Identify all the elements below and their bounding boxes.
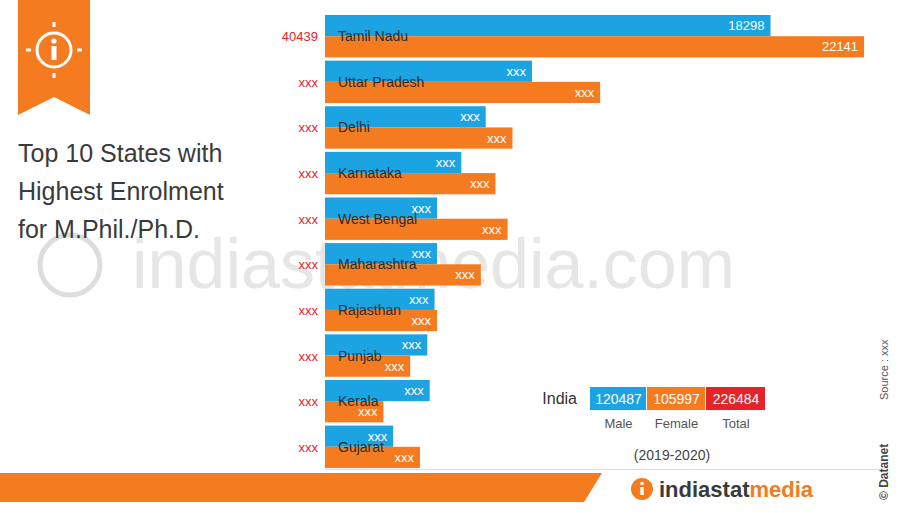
value-label: 18298 (728, 18, 764, 33)
info-icon (51, 38, 56, 43)
category-label: Karnataka (338, 165, 402, 181)
bars (325, 15, 864, 468)
title: Top 10 States withHighest Enrolmentfor M… (18, 139, 224, 243)
total-label: xxx (299, 257, 319, 272)
total-label: xxx (299, 394, 319, 409)
category-label: Rajasthan (338, 302, 401, 318)
x-axis (326, 469, 886, 470)
value-label: xxx (460, 109, 480, 124)
chart: indiastatmedia.comTop 10 States withHigh… (0, 0, 902, 513)
total-label: xxx (299, 75, 319, 90)
total-label: xxx (299, 303, 319, 318)
category-label: Uttar Pradesh (338, 74, 424, 90)
value-label: xxx (412, 313, 432, 328)
india-value: 226484 (713, 391, 760, 407)
india-name: Male (604, 416, 632, 431)
total-label: xxx (299, 166, 319, 181)
india-box (706, 387, 765, 410)
india-value: 120487 (595, 391, 642, 407)
category-label: Delhi (338, 119, 370, 135)
value-label: xxx (482, 222, 502, 237)
info-icon (53, 22, 56, 27)
value-label: xxx (506, 64, 526, 79)
india-label: India (542, 390, 577, 407)
total-label: xxx (299, 120, 319, 135)
info-icon (53, 73, 56, 78)
total-label: xxx (299, 349, 319, 364)
value-label: xxx (402, 337, 422, 352)
bottom-band (0, 473, 602, 502)
value-label: xxx (394, 450, 414, 465)
value-label: 22141 (822, 39, 858, 54)
value-label: xxx (575, 85, 595, 100)
brand-icon (640, 482, 644, 486)
category-label: West Bengal (338, 211, 417, 227)
subtitle: (2019-2020) (634, 447, 710, 463)
value-label: xxx (470, 176, 490, 191)
value-label: xxx (455, 267, 475, 282)
category-label: Punjab (338, 348, 382, 364)
info-icon (52, 46, 57, 60)
pennant (18, 0, 90, 115)
category-label: Tamil Nadu (338, 28, 408, 44)
axis-line (326, 469, 886, 470)
credit: © Datanet (877, 444, 891, 500)
watermark-icon (40, 235, 100, 295)
info-icon (77, 49, 82, 52)
category-label: Gujarat (338, 439, 384, 455)
info-icon (37, 33, 71, 67)
value-label: xxx (487, 131, 507, 146)
value-label: xxx (436, 155, 456, 170)
category-label: Kerala (338, 393, 379, 409)
brand-icon (640, 487, 643, 495)
brand-icon (631, 478, 653, 500)
total-label: xxx (299, 440, 319, 455)
india-name: Female (655, 416, 698, 431)
india-box (647, 387, 705, 410)
india-value: 105997 (653, 391, 700, 407)
value-label: xxx (404, 383, 424, 398)
labels: 18298xxxxxxxxxxxxxxxxxxxxxxxxxxx22141xxx… (282, 18, 858, 465)
value-label: xxx (385, 359, 405, 374)
india-box (590, 387, 646, 410)
source: Source : xxx (878, 339, 890, 400)
info-icon (26, 49, 31, 52)
total-label: 40439 (282, 29, 318, 44)
category-label: Maharashtra (338, 256, 417, 272)
value-label: xxx (409, 292, 429, 307)
total-label: xxx (299, 212, 319, 227)
india-name: Total (722, 416, 750, 431)
brand: indiastatmedia (659, 477, 814, 502)
